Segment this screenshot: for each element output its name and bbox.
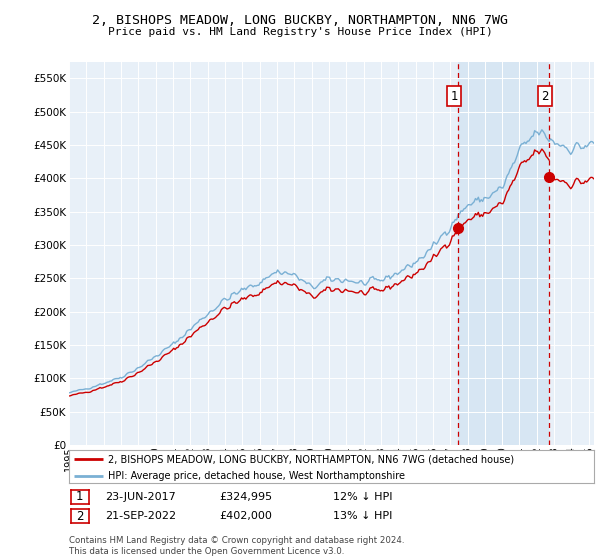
Text: 2: 2: [541, 90, 549, 102]
Text: 1: 1: [76, 490, 83, 503]
Text: 21-SEP-2022: 21-SEP-2022: [105, 511, 176, 521]
Text: Price paid vs. HM Land Registry's House Price Index (HPI): Price paid vs. HM Land Registry's House …: [107, 27, 493, 37]
Text: Contains HM Land Registry data © Crown copyright and database right 2024.
This d: Contains HM Land Registry data © Crown c…: [69, 536, 404, 556]
Text: 2, BISHOPS MEADOW, LONG BUCKBY, NORTHAMPTON, NN6 7WG (detached house): 2, BISHOPS MEADOW, LONG BUCKBY, NORTHAMP…: [109, 454, 515, 464]
Text: 1: 1: [450, 90, 458, 102]
Text: 13% ↓ HPI: 13% ↓ HPI: [333, 511, 392, 521]
Text: 23-JUN-2017: 23-JUN-2017: [105, 492, 176, 502]
Text: 2, BISHOPS MEADOW, LONG BUCKBY, NORTHAMPTON, NN6 7WG: 2, BISHOPS MEADOW, LONG BUCKBY, NORTHAMP…: [92, 14, 508, 27]
Text: £324,995: £324,995: [219, 492, 272, 502]
Bar: [458, 62, 549, 445]
Text: HPI: Average price, detached house, West Northamptonshire: HPI: Average price, detached house, West…: [109, 470, 406, 480]
Text: £402,000: £402,000: [219, 511, 272, 521]
Text: 12% ↓ HPI: 12% ↓ HPI: [333, 492, 392, 502]
Text: 2: 2: [76, 510, 83, 523]
